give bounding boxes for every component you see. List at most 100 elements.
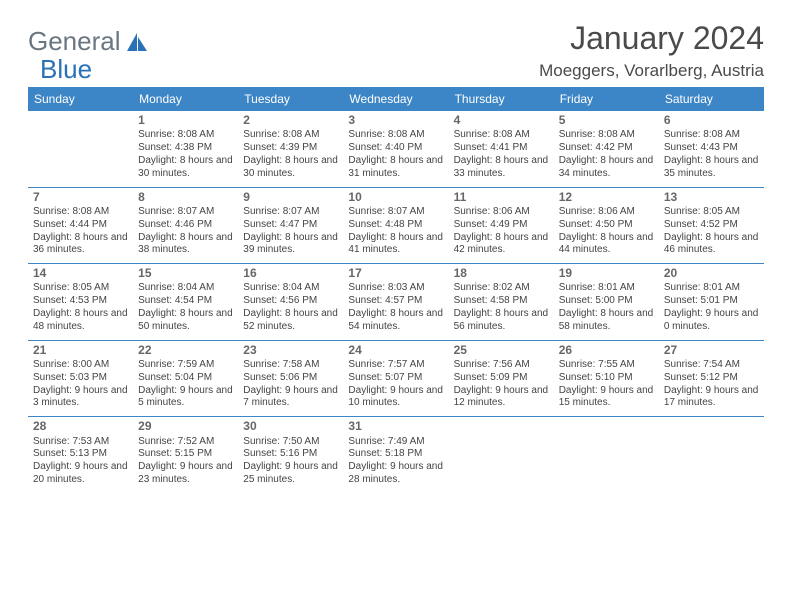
- empty-cell: [659, 416, 764, 493]
- sunrise-line: Sunrise: 8:08 AM: [243, 129, 338, 142]
- sunrise-line: Sunrise: 8:05 AM: [664, 206, 759, 219]
- daylight-line: Daylight: 8 hours and 31 minutes.: [348, 155, 443, 181]
- sunrise-line: Sunrise: 8:02 AM: [454, 282, 549, 295]
- daylight-line: Daylight: 8 hours and 58 minutes.: [559, 308, 654, 334]
- daylight-line: Daylight: 8 hours and 35 minutes.: [664, 155, 759, 181]
- day-cell: 3Sunrise: 8:08 AMSunset: 4:40 PMDaylight…: [343, 110, 448, 187]
- location-text: Moeggers, Vorarlberg, Austria: [539, 61, 764, 81]
- sunset-line: Sunset: 4:53 PM: [33, 295, 128, 308]
- daylight-line: Daylight: 9 hours and 7 minutes.: [243, 385, 338, 411]
- day-number: 25: [454, 343, 549, 358]
- day-number: 6: [664, 113, 759, 128]
- sunrise-line: Sunrise: 8:08 AM: [348, 129, 443, 142]
- sunset-line: Sunset: 4:42 PM: [559, 142, 654, 155]
- sunrise-line: Sunrise: 7:54 AM: [664, 359, 759, 372]
- calendar-grid: SundayMondayTuesdayWednesdayThursdayFrid…: [28, 87, 764, 493]
- daylight-line: Daylight: 9 hours and 5 minutes.: [138, 385, 233, 411]
- daylight-line: Daylight: 8 hours and 39 minutes.: [243, 232, 338, 258]
- sunrise-line: Sunrise: 8:07 AM: [138, 206, 233, 219]
- sunset-line: Sunset: 4:39 PM: [243, 142, 338, 155]
- daylight-line: Daylight: 8 hours and 33 minutes.: [454, 155, 549, 181]
- day-number: 4: [454, 113, 549, 128]
- day-number: 15: [138, 266, 233, 281]
- sunset-line: Sunset: 5:03 PM: [33, 372, 128, 385]
- daylight-line: Daylight: 8 hours and 34 minutes.: [559, 155, 654, 181]
- sunset-line: Sunset: 5:16 PM: [243, 448, 338, 461]
- weekday-header: Wednesday: [343, 87, 448, 110]
- sunrise-line: Sunrise: 7:52 AM: [138, 436, 233, 449]
- sunrise-line: Sunrise: 8:08 AM: [33, 206, 128, 219]
- daylight-line: Daylight: 8 hours and 30 minutes.: [243, 155, 338, 181]
- sunrise-line: Sunrise: 8:06 AM: [454, 206, 549, 219]
- daylight-line: Daylight: 9 hours and 17 minutes.: [664, 385, 759, 411]
- daylight-line: Daylight: 9 hours and 28 minutes.: [348, 461, 443, 487]
- page-header: General January 2024 Moeggers, Vorarlber…: [28, 20, 764, 81]
- day-cell: 31Sunrise: 7:49 AMSunset: 5:18 PMDayligh…: [343, 416, 448, 493]
- day-cell: 13Sunrise: 8:05 AMSunset: 4:52 PMDayligh…: [659, 187, 764, 264]
- day-number: 2: [243, 113, 338, 128]
- day-cell: 21Sunrise: 8:00 AMSunset: 5:03 PMDayligh…: [28, 340, 133, 417]
- sunset-line: Sunset: 5:06 PM: [243, 372, 338, 385]
- daylight-line: Daylight: 8 hours and 56 minutes.: [454, 308, 549, 334]
- day-cell: 7Sunrise: 8:08 AMSunset: 4:44 PMDaylight…: [28, 187, 133, 264]
- daylight-line: Daylight: 9 hours and 0 minutes.: [664, 308, 759, 334]
- day-number: 20: [664, 266, 759, 281]
- day-cell: 24Sunrise: 7:57 AMSunset: 5:07 PMDayligh…: [343, 340, 448, 417]
- day-number: 13: [664, 190, 759, 205]
- day-cell: 5Sunrise: 8:08 AMSunset: 4:42 PMDaylight…: [554, 110, 659, 187]
- day-cell: 8Sunrise: 8:07 AMSunset: 4:46 PMDaylight…: [133, 187, 238, 264]
- day-cell: 29Sunrise: 7:52 AMSunset: 5:15 PMDayligh…: [133, 416, 238, 493]
- sunset-line: Sunset: 4:46 PM: [138, 219, 233, 232]
- empty-cell: [449, 416, 554, 493]
- day-cell: 30Sunrise: 7:50 AMSunset: 5:16 PMDayligh…: [238, 416, 343, 493]
- sunset-line: Sunset: 4:41 PM: [454, 142, 549, 155]
- sunrise-line: Sunrise: 7:50 AM: [243, 436, 338, 449]
- day-cell: 12Sunrise: 8:06 AMSunset: 4:50 PMDayligh…: [554, 187, 659, 264]
- weekday-header: Monday: [133, 87, 238, 110]
- day-cell: 2Sunrise: 8:08 AMSunset: 4:39 PMDaylight…: [238, 110, 343, 187]
- title-block: January 2024 Moeggers, Vorarlberg, Austr…: [539, 20, 764, 81]
- day-cell: 19Sunrise: 8:01 AMSunset: 5:00 PMDayligh…: [554, 263, 659, 340]
- sail-icon: [125, 31, 149, 53]
- sunrise-line: Sunrise: 8:06 AM: [559, 206, 654, 219]
- sunset-line: Sunset: 4:48 PM: [348, 219, 443, 232]
- sunset-line: Sunset: 5:15 PM: [138, 448, 233, 461]
- day-number: 9: [243, 190, 338, 205]
- sunset-line: Sunset: 4:43 PM: [664, 142, 759, 155]
- brand-logo: General: [28, 26, 151, 57]
- brand-part2: Blue: [40, 54, 92, 85]
- sunrise-line: Sunrise: 8:08 AM: [138, 129, 233, 142]
- sunrise-line: Sunrise: 8:01 AM: [664, 282, 759, 295]
- empty-cell: [554, 416, 659, 493]
- day-number: 1: [138, 113, 233, 128]
- day-number: 30: [243, 419, 338, 434]
- day-number: 7: [33, 190, 128, 205]
- day-cell: 14Sunrise: 8:05 AMSunset: 4:53 PMDayligh…: [28, 263, 133, 340]
- sunset-line: Sunset: 5:09 PM: [454, 372, 549, 385]
- sunset-line: Sunset: 4:49 PM: [454, 219, 549, 232]
- day-number: 12: [559, 190, 654, 205]
- day-number: 21: [33, 343, 128, 358]
- sunrise-line: Sunrise: 8:08 AM: [664, 129, 759, 142]
- sunrise-line: Sunrise: 7:57 AM: [348, 359, 443, 372]
- sunrise-line: Sunrise: 7:49 AM: [348, 436, 443, 449]
- weekday-header: Tuesday: [238, 87, 343, 110]
- month-title: January 2024: [539, 20, 764, 57]
- day-number: 19: [559, 266, 654, 281]
- sunset-line: Sunset: 5:07 PM: [348, 372, 443, 385]
- sunrise-line: Sunrise: 7:53 AM: [33, 436, 128, 449]
- sunrise-line: Sunrise: 8:08 AM: [454, 129, 549, 142]
- day-number: 22: [138, 343, 233, 358]
- daylight-line: Daylight: 8 hours and 30 minutes.: [138, 155, 233, 181]
- day-number: 26: [559, 343, 654, 358]
- weekday-header: Sunday: [28, 87, 133, 110]
- daylight-line: Daylight: 9 hours and 15 minutes.: [559, 385, 654, 411]
- sunset-line: Sunset: 4:57 PM: [348, 295, 443, 308]
- day-number: 23: [243, 343, 338, 358]
- sunrise-line: Sunrise: 8:07 AM: [243, 206, 338, 219]
- day-cell: 22Sunrise: 7:59 AMSunset: 5:04 PMDayligh…: [133, 340, 238, 417]
- sunset-line: Sunset: 5:00 PM: [559, 295, 654, 308]
- day-cell: 17Sunrise: 8:03 AMSunset: 4:57 PMDayligh…: [343, 263, 448, 340]
- sunset-line: Sunset: 5:12 PM: [664, 372, 759, 385]
- sunrise-line: Sunrise: 8:00 AM: [33, 359, 128, 372]
